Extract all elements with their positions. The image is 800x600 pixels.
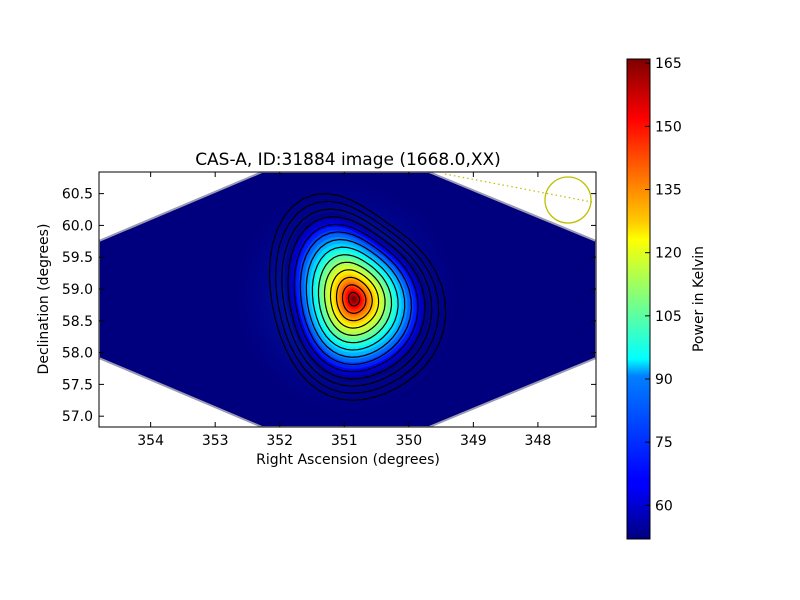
contours	[268, 192, 447, 401]
contour-line	[268, 192, 447, 401]
contour-line	[305, 238, 406, 358]
plot-frame	[98, 171, 597, 428]
contour-line	[329, 269, 380, 329]
x-tick-label: 353	[202, 433, 229, 449]
x-tick-label: 348	[525, 433, 552, 449]
contour-line	[311, 246, 399, 351]
y-axis: 57.0 57.5 58.0 58.5 59.0 59.5 60.0 60.5	[62, 187, 596, 425]
y-tick-label: 58.0	[62, 346, 93, 362]
colorbar-tick-label: 165	[655, 56, 682, 72]
x-tick-label: 350	[395, 433, 422, 449]
colorbar-tick-label: 135	[655, 183, 682, 199]
y-tick-label: 58.5	[62, 314, 93, 330]
contour-line	[323, 261, 386, 337]
contour-line	[293, 223, 419, 373]
colorbar-tick-label: 105	[655, 309, 682, 325]
y-tick-label: 60.0	[62, 218, 93, 234]
heat-level	[351, 296, 357, 302]
x-axis: 354 353 352 351 350 349 348	[137, 172, 551, 449]
contour-line	[274, 200, 440, 394]
colorbar-gradient	[627, 59, 650, 539]
x-tick-label: 349	[460, 433, 487, 449]
colorbar-tick-label: 150	[655, 119, 682, 135]
y-tick-label: 59.0	[62, 282, 93, 298]
chart-title: CAS-A, ID:31884 image (1668.0,XX)	[195, 150, 501, 170]
y-axis-label: Declination (degrees)	[36, 224, 52, 375]
plot-area: 354 353 352 351 350 349 348 57.0 57.5 58.0 58.5 59…	[62, 171, 597, 449]
colorbar-tick-label: 75	[655, 435, 673, 451]
colorbar-frame	[626, 58, 651, 540]
colorbar: 60 75 90 105 120 135 150 165 Power in Kelvin	[626, 56, 707, 540]
contour-line	[341, 284, 367, 315]
colorbar-label: Power in Kelvin	[691, 246, 707, 352]
y-tick-label: 57.0	[62, 409, 93, 425]
x-axis-label: Right Ascension (degrees)	[256, 452, 440, 468]
colorbar-tick-label: 90	[655, 372, 673, 388]
contour-line	[281, 208, 433, 387]
x-tick-label: 352	[266, 433, 293, 449]
colorbar-ticks: 60 75 90 105 120 135 150 165	[645, 56, 682, 514]
x-tick-label: 354	[137, 433, 164, 449]
contour-line	[299, 231, 413, 366]
y-tick-label: 57.5	[62, 377, 93, 393]
contour-line	[347, 291, 361, 307]
colorbar-tick-label: 120	[655, 246, 682, 262]
y-tick-label: 60.5	[62, 187, 93, 203]
beam-marker	[544, 176, 592, 224]
source-heat	[284, 212, 430, 383]
contour-line	[335, 276, 373, 322]
x-tick-label: 351	[331, 433, 358, 449]
y-tick-label: 59.5	[62, 250, 93, 266]
contour-line	[287, 215, 426, 380]
contour-line	[317, 254, 393, 344]
colorbar-tick-label: 60	[655, 498, 673, 514]
